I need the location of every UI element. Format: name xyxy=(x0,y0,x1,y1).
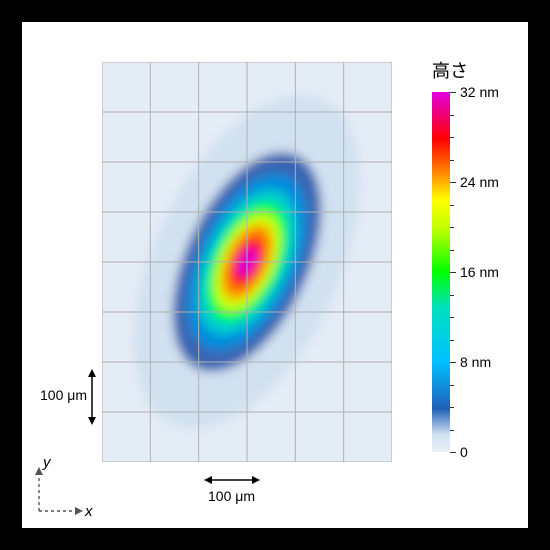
colorbar-tick-label: 24 nm xyxy=(460,174,499,190)
colorbar-tick xyxy=(450,160,454,161)
y-axis-label: y xyxy=(42,454,52,471)
colorbar-tick-label: 0 xyxy=(460,444,468,460)
colorbar-tick xyxy=(450,385,454,386)
colorbar-tick xyxy=(450,317,454,318)
colorbar-tick xyxy=(450,92,456,93)
colorbar-tick xyxy=(450,362,456,363)
colorbar-tick xyxy=(450,250,454,251)
figure-canvas: 100 μm 100 μm x y 高さ xyxy=(22,22,528,528)
heatmap-plot xyxy=(102,62,392,462)
y-scale-label: 100 μm xyxy=(40,387,87,403)
xy-axes-indicator: x y xyxy=(27,453,97,523)
colorbar-tick xyxy=(450,430,454,431)
x-scale-label: 100 μm xyxy=(208,488,255,504)
x-scale-bar: 100 μm xyxy=(202,472,262,495)
colorbar-title: 高さ xyxy=(432,57,468,83)
heatmap-data xyxy=(102,62,392,462)
colorbar-tick xyxy=(450,227,454,228)
x-axis-label: x xyxy=(84,503,93,520)
colorbar-tick xyxy=(450,115,454,116)
colorbar-tick xyxy=(450,182,456,183)
colorbar-tick-label: 16 nm xyxy=(460,264,499,280)
colorbar: 高さ 08 nm16 nm24 nm32 nm xyxy=(432,62,527,462)
colorbar-tick-label: 8 nm xyxy=(460,354,491,370)
colorbar-tick xyxy=(450,407,454,408)
colorbar-tick xyxy=(450,137,454,138)
colorbar-tick xyxy=(450,340,454,341)
colorbar-ticks: 08 nm16 nm24 nm32 nm xyxy=(450,92,530,452)
colorbar-tick-label: 32 nm xyxy=(460,84,499,100)
figure-frame: 100 μm 100 μm x y 高さ xyxy=(0,0,550,550)
y-scale-bar: 100 μm xyxy=(45,367,100,430)
colorbar-tick xyxy=(450,205,454,206)
colorbar-tick xyxy=(450,295,454,296)
colorbar-gradient xyxy=(432,92,450,452)
colorbar-tick xyxy=(450,452,456,453)
colorbar-tick xyxy=(450,272,456,273)
